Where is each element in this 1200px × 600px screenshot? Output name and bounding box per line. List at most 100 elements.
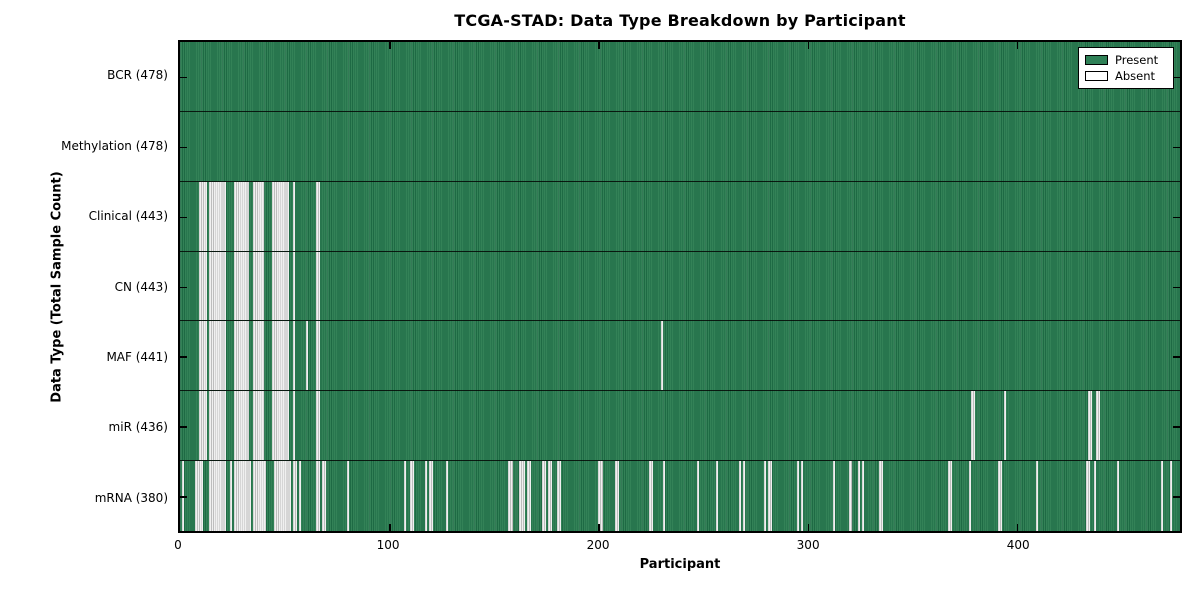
absent-stripe-mRNA bbox=[715, 461, 718, 531]
legend: Present Absent bbox=[1078, 47, 1174, 89]
absent-stripe-MAF bbox=[209, 321, 227, 391]
absent-stripe-mRNA bbox=[428, 461, 434, 531]
y-tick-mark bbox=[180, 286, 187, 288]
absent-stripe-Clinical bbox=[253, 181, 264, 251]
x-tick-mark bbox=[598, 524, 600, 531]
y-tick-mark bbox=[180, 426, 187, 428]
absent-stripe-mRNA bbox=[518, 461, 526, 531]
absent-stripe-MAF bbox=[253, 321, 264, 391]
absent-stripe-CN bbox=[209, 251, 227, 321]
absent-stripe-mRNA bbox=[445, 461, 448, 531]
row-Methylation bbox=[180, 112, 1180, 182]
absent-stripe-mRNA bbox=[801, 461, 804, 531]
absent-stripe-miR bbox=[1087, 391, 1093, 461]
absent-stripe-MAF bbox=[661, 321, 664, 391]
absent-stripe-miR bbox=[292, 391, 296, 461]
absent-stripe-MAF bbox=[305, 321, 308, 391]
absent-stripe-mRNA bbox=[663, 461, 666, 531]
absent-stripe-mRNA bbox=[738, 461, 741, 531]
x-tick-label-400: 400 bbox=[1006, 538, 1030, 552]
absent-stripe-CN bbox=[253, 251, 264, 321]
row-BCR bbox=[180, 42, 1180, 112]
absent-stripe-mRNA bbox=[194, 461, 203, 531]
row-mRNA bbox=[180, 461, 1180, 531]
row-miR bbox=[180, 391, 1180, 462]
absent-stripe-mRNA bbox=[1094, 461, 1097, 531]
absent-stripe-mRNA bbox=[527, 461, 532, 531]
absent-stripe-mRNA bbox=[292, 461, 298, 531]
absent-stripe-miR bbox=[272, 391, 289, 461]
absent-stripe-mRNA bbox=[767, 461, 773, 531]
row-Clinical bbox=[180, 181, 1180, 252]
y-tick-mark bbox=[1173, 496, 1180, 498]
y-tick-mark bbox=[1173, 216, 1180, 219]
absent-stripe-mRNA bbox=[598, 461, 603, 531]
absent-stripe-mRNA bbox=[797, 461, 800, 531]
x-tick-mark bbox=[807, 524, 810, 531]
y-tick-mark bbox=[1173, 356, 1180, 358]
present-swatch-icon bbox=[1085, 55, 1108, 65]
y-tick-mark bbox=[1173, 426, 1180, 428]
absent-stripe-MAF bbox=[315, 321, 321, 391]
absent-stripe-miR bbox=[198, 391, 208, 461]
absent-stripe-miR bbox=[209, 391, 227, 461]
absent-stripe-miR bbox=[315, 391, 321, 461]
x-tick-mark bbox=[1016, 524, 1019, 531]
absent-stripe-CN bbox=[234, 251, 250, 321]
legend-entry-present: Present bbox=[1085, 52, 1167, 68]
absent-stripe-CN bbox=[198, 251, 208, 321]
x-tick-label-300: 300 bbox=[796, 538, 820, 552]
absent-stripe-miR bbox=[253, 391, 264, 461]
y-tick-label-MAF: MAF (441) bbox=[106, 349, 168, 364]
absent-stripe-mRNA bbox=[1035, 461, 1038, 531]
y-tick-label-CN: CN (443) bbox=[114, 279, 168, 294]
legend-entry-absent: Absent bbox=[1085, 68, 1167, 84]
absent-stripe-mRNA bbox=[209, 461, 227, 531]
absent-stripe-MAF bbox=[272, 321, 289, 391]
x-tick-mark bbox=[389, 42, 391, 49]
absent-stripe-mRNA bbox=[410, 461, 415, 531]
row-CN bbox=[180, 251, 1180, 322]
y-tick-mark bbox=[1173, 76, 1180, 79]
absent-stripe-mRNA bbox=[234, 461, 252, 531]
y-tick-label-Clinical: Clinical (443) bbox=[88, 209, 168, 224]
plot-area: Present Absent bbox=[178, 40, 1182, 533]
absent-stripe-mRNA bbox=[274, 461, 291, 531]
absent-stripe-mRNA bbox=[230, 461, 233, 531]
absent-stripe-mRNA bbox=[615, 461, 620, 531]
absent-stripe-Clinical bbox=[234, 181, 250, 251]
absent-stripe-mRNA bbox=[947, 461, 952, 531]
absent-stripe-mRNA bbox=[742, 461, 745, 531]
y-tick-mark bbox=[180, 356, 187, 358]
absent-stripe-mRNA bbox=[997, 461, 1003, 531]
absent-stripe-Clinical bbox=[209, 181, 227, 251]
absent-stripe-mRNA bbox=[253, 461, 266, 531]
y-tick-label-mRNA: mRNA (380) bbox=[94, 490, 168, 505]
absent-stripe-Clinical bbox=[292, 181, 296, 251]
absent-stripe-CN bbox=[315, 251, 321, 321]
absent-stripe-mRNA bbox=[968, 461, 971, 531]
absent-stripe-mRNA bbox=[322, 461, 327, 531]
absent-stripe-miR bbox=[970, 391, 975, 461]
absent-stripe-CN bbox=[292, 251, 296, 321]
x-tick-label-200: 200 bbox=[586, 538, 610, 552]
y-tick-label-miR: miR (436) bbox=[108, 420, 168, 435]
y-tick-mark bbox=[180, 496, 187, 498]
absent-stripe-mRNA bbox=[832, 461, 835, 531]
absent-stripe-mRNA bbox=[696, 461, 699, 531]
y-tick-mark bbox=[180, 146, 187, 149]
absent-stripe-mRNA bbox=[763, 461, 766, 531]
legend-present-label: Present bbox=[1115, 53, 1159, 67]
absent-stripe-mRNA bbox=[299, 461, 302, 531]
x-tick-mark bbox=[389, 524, 391, 531]
absent-stripe-MAF bbox=[234, 321, 250, 391]
absent-stripe-mRNA bbox=[857, 461, 860, 531]
absent-stripe-MAF bbox=[292, 321, 296, 391]
y-tick-mark bbox=[180, 76, 187, 79]
absent-stripe-Clinical bbox=[315, 181, 321, 251]
absent-stripe-mRNA bbox=[648, 461, 653, 531]
absent-stripe-mRNA bbox=[862, 461, 865, 531]
x-tick-label-100: 100 bbox=[376, 538, 400, 552]
x-tick-mark bbox=[1016, 42, 1019, 49]
